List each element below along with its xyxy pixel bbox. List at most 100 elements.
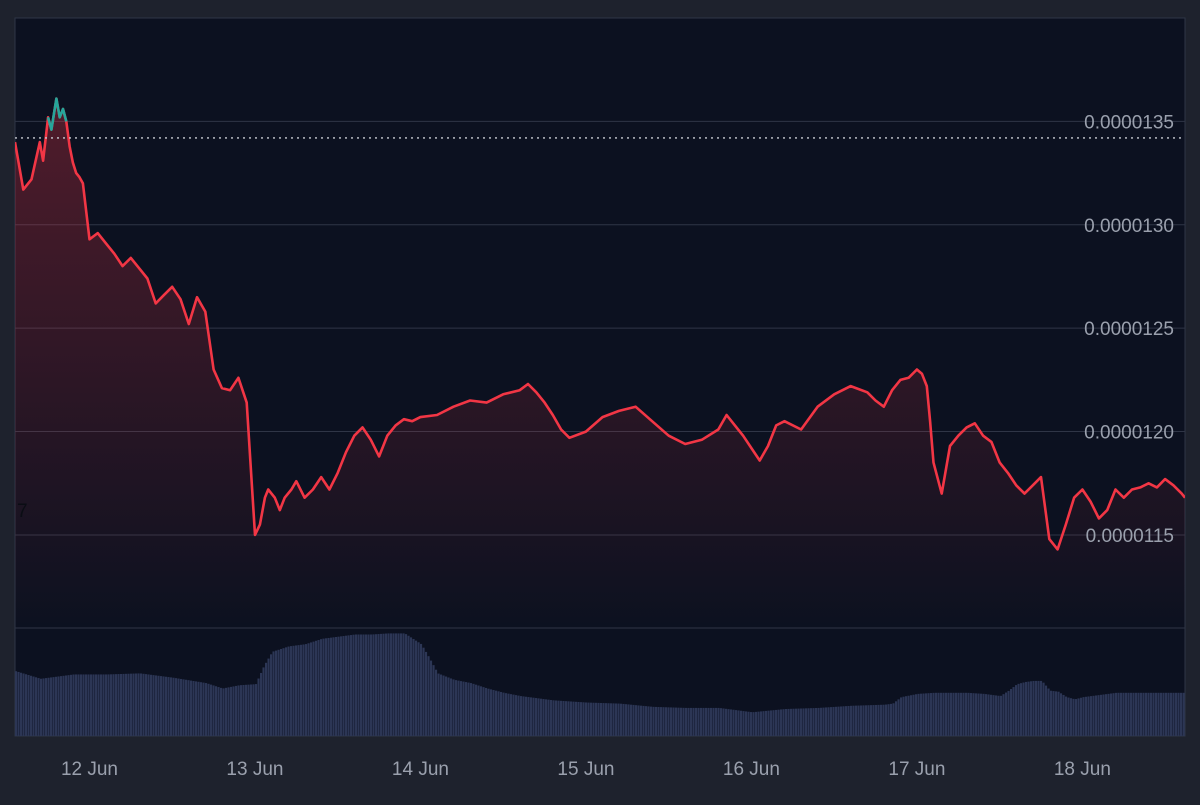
volume-bar	[872, 705, 875, 736]
volume-bar	[315, 640, 318, 736]
volume-bar	[295, 645, 298, 736]
volume-bar	[1120, 692, 1123, 736]
volume-bar	[917, 693, 920, 736]
volume-bar	[610, 703, 613, 736]
volume-bar	[670, 707, 673, 736]
volume-bar	[342, 636, 345, 736]
volume-bar	[757, 711, 760, 736]
volume-bar	[257, 678, 260, 736]
volume-bar	[190, 680, 193, 736]
volume-bar	[582, 702, 585, 736]
volume-bar	[75, 674, 78, 736]
volume-bar	[375, 634, 378, 736]
volume-bar	[422, 647, 425, 736]
volume-bar	[120, 673, 123, 736]
volume-bar	[535, 698, 538, 736]
price-line[interactable]	[15, 97, 1185, 551]
volume-bar	[887, 704, 890, 736]
volume-bar	[952, 692, 955, 736]
volume-bar	[990, 694, 993, 736]
volume-bar	[1035, 680, 1038, 736]
volume-bar	[45, 678, 48, 736]
volume-bar	[32, 676, 35, 736]
volume-bar	[700, 707, 703, 736]
volume-bar	[870, 705, 873, 736]
volume-bar	[577, 701, 580, 736]
volume-bar	[1092, 695, 1095, 736]
volume-bar	[47, 677, 50, 736]
volume-bar	[527, 697, 530, 736]
volume-bar	[1182, 692, 1185, 736]
volume-bar	[1175, 692, 1178, 736]
volume-bar	[967, 692, 970, 736]
volume-bar	[82, 674, 85, 736]
volume-bar	[455, 680, 458, 736]
volume-bar	[1055, 691, 1058, 736]
volume-bar	[922, 693, 925, 736]
volume-bar	[212, 685, 215, 736]
volume-bar	[215, 686, 218, 736]
volume-bar	[242, 684, 245, 736]
volume-bar	[152, 675, 155, 736]
volume-bar	[115, 674, 118, 736]
volume-bar	[125, 673, 128, 736]
volume-bar	[397, 633, 400, 736]
volume-bar	[1032, 680, 1035, 736]
volume-bar	[797, 708, 800, 736]
volume-bar	[497, 691, 500, 736]
volume-bar	[85, 674, 88, 736]
volume-bar	[140, 673, 143, 736]
volume-bar	[395, 633, 398, 736]
volume-bar	[782, 709, 785, 736]
volume-bar	[970, 693, 973, 736]
volume-bar	[207, 683, 210, 736]
volume-bar	[90, 674, 93, 736]
volume-bar	[675, 707, 678, 736]
volume-bar	[790, 708, 793, 736]
volume-bar	[337, 636, 340, 736]
volume-bar	[165, 676, 168, 736]
volume-bar	[850, 705, 853, 736]
volume-bar	[412, 639, 415, 736]
volume-bar	[635, 705, 638, 736]
x-tick-label: 15 Jun	[557, 759, 614, 780]
volume-bar	[522, 696, 525, 736]
volume-bar	[910, 695, 913, 736]
volume-bar	[195, 681, 198, 736]
volume-bar	[662, 707, 665, 736]
volume-bar	[647, 706, 650, 736]
volume-bar	[942, 692, 945, 736]
volume-bar	[310, 642, 313, 736]
volume-bar	[92, 674, 95, 736]
volume-bar	[442, 675, 445, 736]
volume-bar	[825, 707, 828, 736]
volume-bar	[665, 707, 668, 736]
volume-bar	[1150, 692, 1153, 736]
volume-bar	[345, 635, 348, 736]
volume-bar	[1177, 692, 1180, 736]
volume-bar	[702, 707, 705, 736]
volume-bar	[202, 682, 205, 736]
volume-bar	[642, 705, 645, 736]
volume-bar	[467, 682, 470, 736]
volume-bar	[270, 654, 273, 736]
volume-bar	[777, 709, 780, 736]
price-series[interactable]	[15, 97, 1185, 628]
volume-bar	[1110, 693, 1113, 736]
volume-bar	[512, 694, 515, 736]
volume-bar	[37, 678, 40, 736]
volume-bar	[325, 638, 328, 736]
volume-bar	[97, 674, 100, 736]
volume-bar	[1005, 692, 1008, 736]
volume-bar	[185, 679, 188, 736]
volume-bar	[625, 704, 628, 736]
volume-bar	[947, 692, 950, 736]
volume-bar	[837, 706, 840, 736]
volume-bar	[605, 703, 608, 736]
volume-bar	[740, 710, 743, 736]
volume-bar	[520, 696, 523, 736]
volume-bar	[957, 692, 960, 736]
volume-bar	[187, 680, 190, 736]
